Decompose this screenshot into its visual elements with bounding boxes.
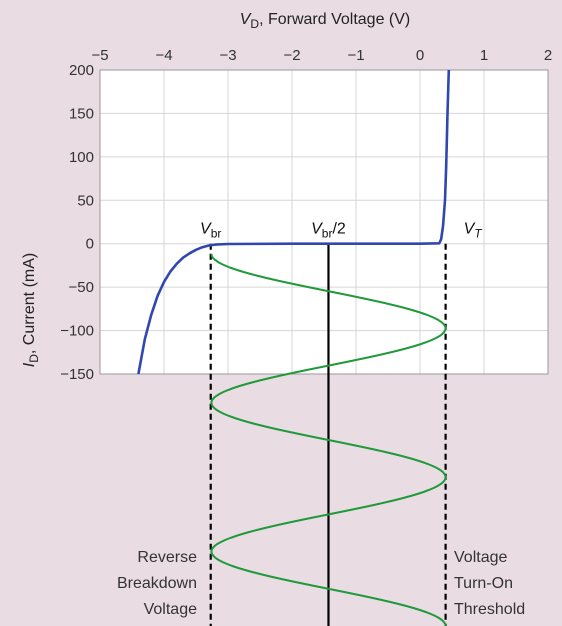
reverse-breakdown-annotation: Reverse Breakdown Voltage [117,549,197,618]
y-tick-label: 50 [77,192,94,209]
x-tick-label: −2 [283,47,300,64]
y-tick-labels: 200 150 100 50 0 −50 −100 −150 [60,62,94,383]
y-tick-label: −150 [60,366,94,383]
annotation-line: Reverse [137,549,197,566]
plot-frame [99,69,549,375]
x-axis-title: VD, Forward Voltage (V) [240,11,411,31]
y-tick-label: 100 [69,149,94,166]
x-tick-labels: −5 −4 −3 −2 −1 0 1 2 [91,47,552,64]
annotation-line: Voltage [454,549,507,566]
x-tick-label: 2 [544,47,552,64]
iv-curve-line [137,69,451,375]
x-tick-label: 0 [416,47,424,64]
y-tick-label: −100 [60,323,94,340]
y-tick-label: 0 [86,236,94,253]
annotation-line: Threshold [454,601,525,618]
y-tick-label: 150 [69,105,94,122]
annotation-line: Breakdown [117,575,197,592]
annotation-line: Voltage [144,601,197,618]
x-tick-label: −3 [219,47,236,64]
vt-label: VT [464,221,484,241]
x-tick-label: 1 [480,47,488,64]
vbr-half-label: Vbr/2 [311,221,346,241]
marker-lines [209,243,447,626]
x-tick-label: −4 [155,47,172,64]
x-tick-label: −1 [347,47,364,64]
y-tick-label: −50 [69,279,94,296]
vbr-label: Vbr [200,221,221,241]
x-tick-label: −5 [91,47,108,64]
y-axis-title: ID, Current (mA) [21,253,41,367]
annotation-line: Turn-On [454,575,513,592]
turn-on-threshold-annotation: Voltage Turn-On Threshold [454,549,525,618]
reverse-sweep-wave [210,253,447,626]
plot-area [100,70,548,374]
y-tick-label: 200 [69,62,94,79]
